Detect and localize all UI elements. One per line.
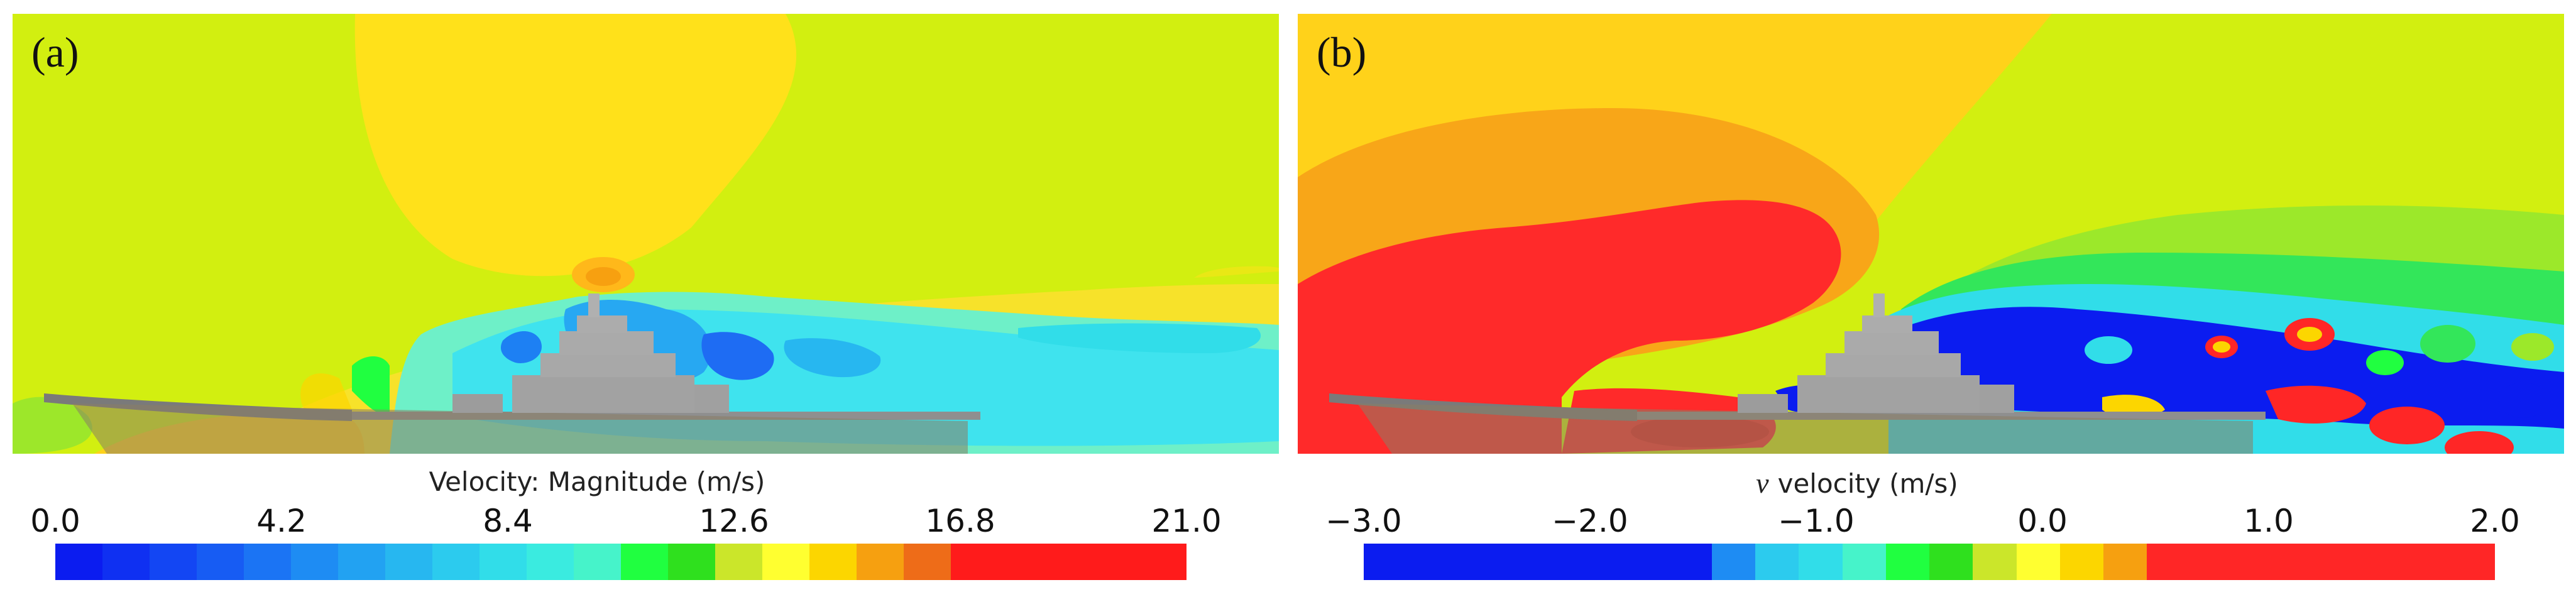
colorbar-segment [1842, 544, 1886, 580]
colorbar-segment [1581, 544, 1625, 580]
colorbar-segment [762, 544, 809, 580]
colorbar-segment [385, 544, 432, 580]
colorbar-segment [150, 544, 197, 580]
colorbar-segment [1045, 544, 1092, 580]
colorbar-segment [1494, 544, 1538, 580]
colorbar-segment [857, 544, 904, 580]
colorbar-segment [1092, 544, 1139, 580]
panel-label-b: (b) [1317, 28, 1367, 76]
colorbar-segment [2016, 544, 2060, 580]
colorbar-tick-label: 16.8 [925, 503, 995, 539]
colorbar-segment [2364, 544, 2408, 580]
colorbar-segment [1929, 544, 1973, 580]
colorbar-segment [480, 544, 527, 580]
colorbar-segment [1407, 544, 1451, 580]
colorbar-segment [2408, 544, 2452, 580]
colorbar-segment [715, 544, 762, 580]
colorbar-segment [1799, 544, 1843, 580]
colorbar-tick-label: −3.0 [1325, 503, 1402, 539]
colorbar-tick-label: 21.0 [1151, 503, 1222, 539]
colorbar-segment [2321, 544, 2365, 580]
colorbar-title-b: v velocity (m/s) [1756, 466, 1958, 500]
v-velocity-contour-field [1298, 14, 2564, 454]
colorbar-segment [621, 544, 668, 580]
colorbar-segment [1885, 544, 1930, 580]
colorbar-tick-label: 8.4 [483, 503, 533, 539]
colorbar-segment [2233, 544, 2277, 580]
colorbar-segment [102, 544, 150, 580]
colorbar-tick-label: −1.0 [1778, 503, 1855, 539]
colorbar-segment [2451, 544, 2496, 580]
colorbar-a [55, 544, 1187, 580]
colorbar-segment [951, 544, 998, 580]
colorbar-title-a-text: Velocity: Magnitude (m/s) [429, 466, 765, 497]
colorbar-segment [2190, 544, 2234, 580]
colorbar-segment [527, 544, 574, 580]
colorbar-segment [574, 544, 621, 580]
colorbar-segment [1668, 544, 1712, 580]
colorbar-segment [338, 544, 385, 580]
colorbar-segment [2147, 544, 2191, 580]
colorbar-segment [1450, 544, 1494, 580]
velocity-magnitude-contour-field [13, 14, 1279, 454]
colorbar-tick-label: 0.0 [30, 503, 80, 539]
colorbar-title-a: Velocity: Magnitude (m/s) [429, 466, 765, 497]
colorbar-segment [2277, 544, 2321, 580]
colorbar-tick-label: 1.0 [2244, 503, 2294, 539]
colorbar-tick-label: 4.2 [256, 503, 307, 539]
colorbar-b [1364, 544, 2496, 580]
v-symbol: v [1756, 467, 1769, 499]
colorbar-segment [1711, 544, 1756, 580]
colorbar-segment [1364, 544, 1408, 580]
colorbar-tick-label: 0.0 [2017, 503, 2068, 539]
panel-label-a: (a) [31, 28, 79, 76]
colorbar-segment [1625, 544, 1669, 580]
colorbar-segment [244, 544, 291, 580]
colorbar-segment [291, 544, 338, 580]
contour-plot-v-velocity: (b) [1298, 14, 2564, 454]
colorbar-segment [668, 544, 715, 580]
colorbar-tick-label: 2.0 [2470, 503, 2520, 539]
colorbar-segment [1755, 544, 1799, 580]
colorbar-segment [55, 544, 102, 580]
colorbar-segment [1537, 544, 1582, 580]
colorbar-segment [904, 544, 951, 580]
colorbar-segment [432, 544, 480, 580]
colorbar-segment [2103, 544, 2147, 580]
colorbar-segment [1973, 544, 2017, 580]
colorbar-segment [197, 544, 244, 580]
colorbar-segment [998, 544, 1045, 580]
colorbar-segment [809, 544, 857, 580]
colorbar-segment [2059, 544, 2103, 580]
colorbar-tick-label: 12.6 [699, 503, 769, 539]
colorbar-segment [1139, 544, 1187, 580]
colorbar-tick-label: −2.0 [1552, 503, 1628, 539]
colorbar-title-b-text: velocity (m/s) [1777, 468, 1958, 499]
contour-plot-velocity-magnitude: (a) [13, 14, 1279, 454]
